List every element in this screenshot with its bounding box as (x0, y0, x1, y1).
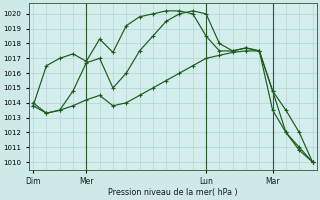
X-axis label: Pression niveau de la mer( hPa ): Pression niveau de la mer( hPa ) (108, 188, 238, 197)
